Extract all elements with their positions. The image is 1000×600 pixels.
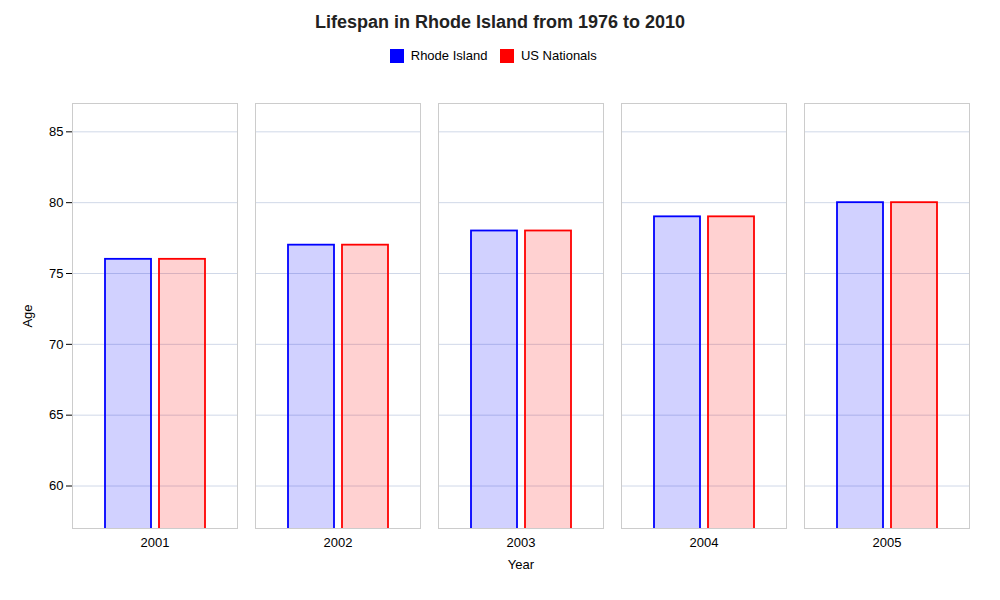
svg-text:80: 80: [49, 194, 63, 209]
svg-text:2004: 2004: [690, 534, 719, 549]
html-text:Lifespan in Rhode Island from: Lifespan in Rhode Island from 1976 to 20…: [314, 12, 685, 32]
svg-text:60: 60: [49, 478, 63, 493]
svg-text:2005: 2005: [873, 534, 902, 549]
svg-text:Age: Age: [20, 304, 35, 327]
html-text:US Nationals: US Nationals: [520, 48, 597, 63]
svg-text:65: 65: [49, 407, 63, 422]
svg-text:Year: Year: [508, 556, 535, 571]
svg-text:85: 85: [49, 123, 63, 138]
svg-text:70: 70: [49, 336, 63, 351]
svg-text:2002: 2002: [324, 534, 353, 549]
svg-text:2003: 2003: [507, 534, 536, 549]
svg-text:2001: 2001: [141, 534, 170, 549]
html-text:Rhode Island: Rhode Island: [410, 48, 488, 63]
svg-text:75: 75: [49, 265, 63, 280]
